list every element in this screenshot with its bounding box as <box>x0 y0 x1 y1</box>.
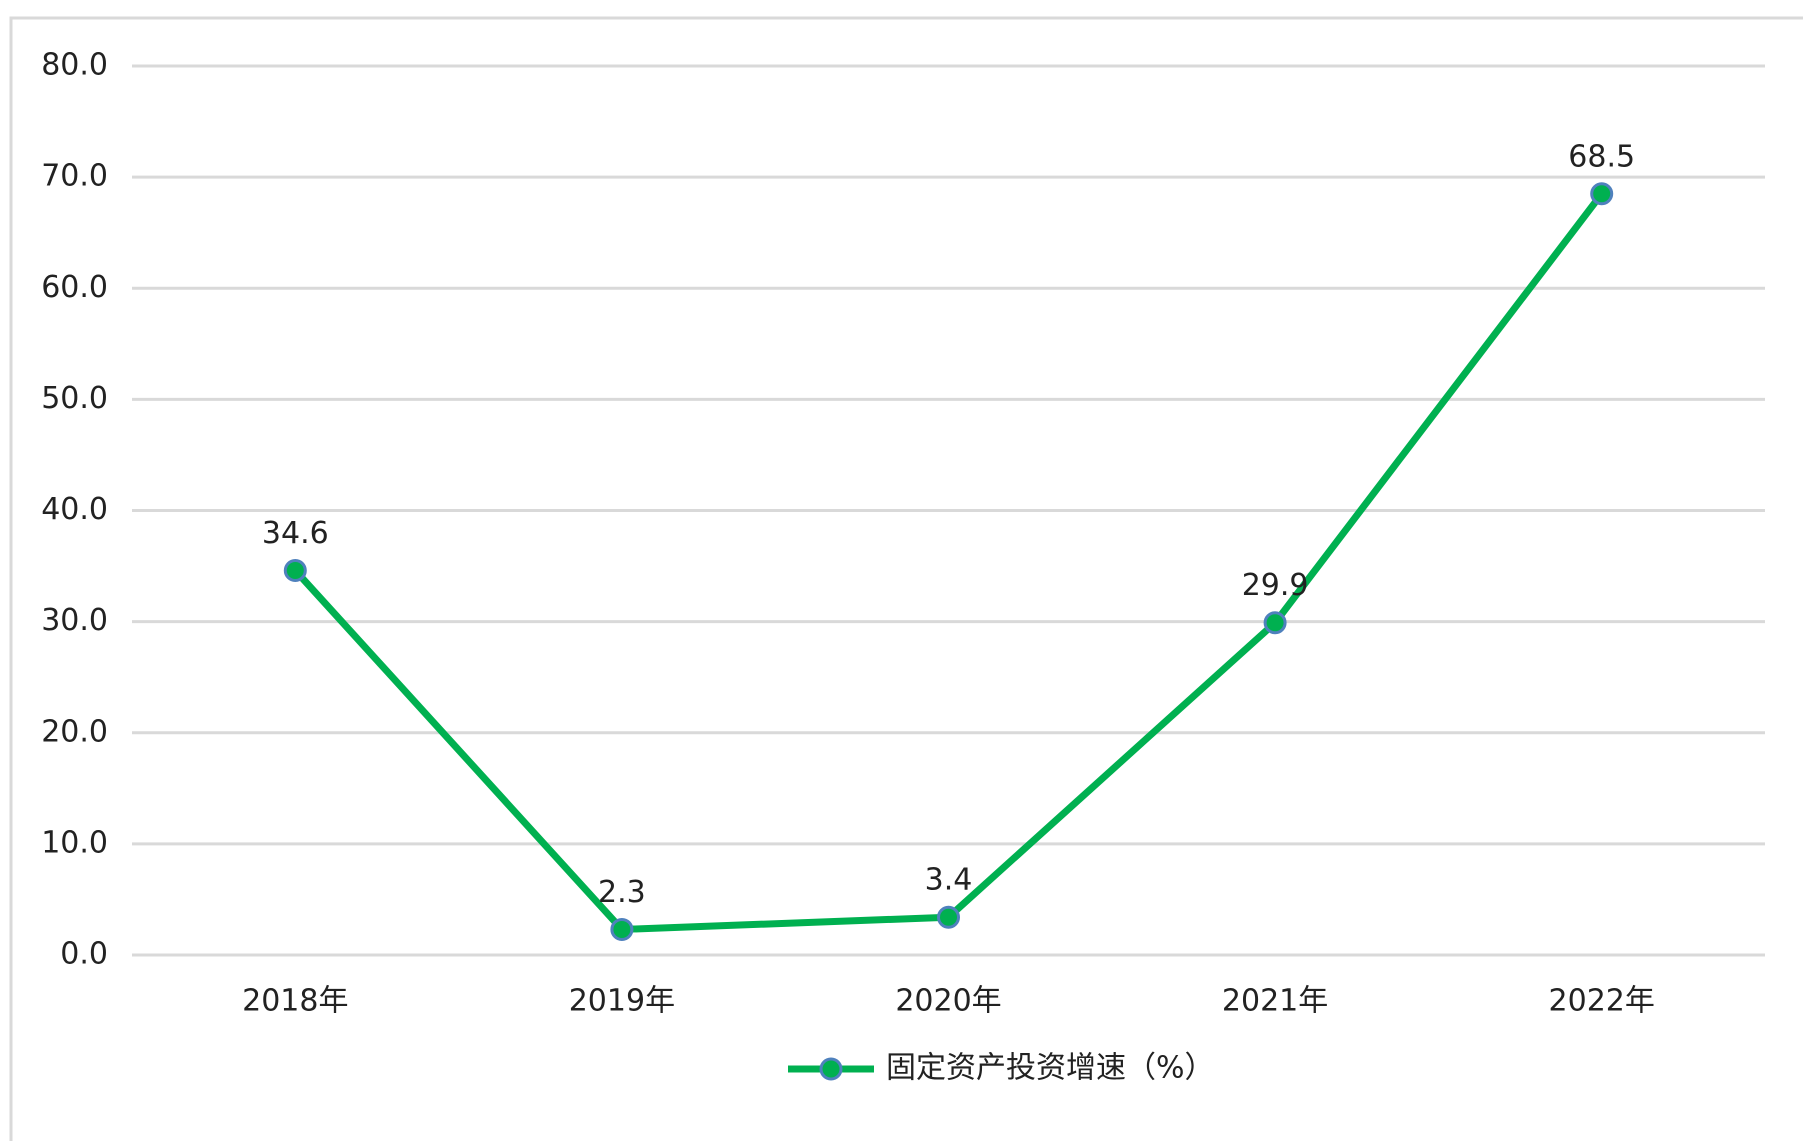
data-point <box>610 917 634 941</box>
data-label: 29.9 <box>1242 568 1309 603</box>
data-label: 2.3 <box>598 875 646 910</box>
data-point <box>937 905 960 929</box>
y-tick-label: 70.0 <box>41 159 108 194</box>
y-tick-label: 80.0 <box>41 48 108 83</box>
y-tick-label: 60.0 <box>41 270 108 305</box>
x-tick-label: 2020年 <box>895 984 1001 1019</box>
y-tick-label: 10.0 <box>41 825 108 860</box>
data-point <box>283 559 307 583</box>
y-tick-label: 30.0 <box>41 603 108 638</box>
y-tick-label: 0.0 <box>60 937 108 972</box>
legend-label: 固定资产投资增速（%） <box>886 1051 1215 1086</box>
x-tick-label: 2019年 <box>569 984 675 1019</box>
y-tick-label: 40.0 <box>41 492 108 527</box>
chart-frame <box>9 16 1803 1141</box>
legend-marker <box>819 1057 843 1081</box>
data-label: 3.4 <box>925 863 973 898</box>
x-tick-label: 2022年 <box>1549 984 1655 1019</box>
x-tick-label: 2021年 <box>1222 984 1328 1019</box>
data-label: 34.6 <box>262 516 329 551</box>
y-tick-label: 50.0 <box>41 381 108 416</box>
data-point <box>1263 611 1287 635</box>
data-label: 68.5 <box>1568 139 1635 174</box>
y-tick-label: 20.0 <box>41 714 108 749</box>
data-point <box>1590 182 1614 206</box>
x-tick-label: 2018年 <box>242 984 348 1019</box>
